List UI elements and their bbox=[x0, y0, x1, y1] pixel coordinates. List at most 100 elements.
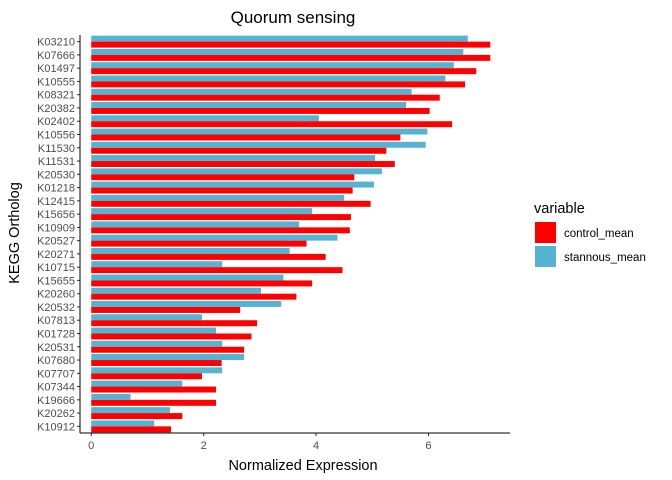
bar-control_mean-K20382 bbox=[91, 107, 430, 114]
bar-control_mean-K08321 bbox=[91, 94, 440, 101]
y-tick-label: K01218 bbox=[37, 183, 75, 195]
bar-stannous_mean-K20530 bbox=[91, 168, 382, 175]
legend-swatch-control_mean bbox=[535, 222, 556, 243]
bar-control_mean-K20527 bbox=[91, 240, 307, 247]
y-tick-label: K07680 bbox=[37, 355, 75, 367]
x-axis-title: Normalized Expression bbox=[228, 458, 377, 474]
y-tick-label: K10912 bbox=[37, 421, 75, 433]
bar-control_mean-K20271 bbox=[91, 253, 326, 260]
bar-control_mean-K03210 bbox=[91, 41, 491, 48]
chart-title: Quorum sensing bbox=[231, 8, 356, 27]
bar-control_mean-K02402 bbox=[91, 121, 453, 128]
bar-control_mean-K07344 bbox=[91, 386, 217, 393]
y-tick-label: K11530 bbox=[38, 143, 75, 155]
bars bbox=[91, 35, 491, 433]
bar-control_mean-K15656 bbox=[91, 214, 351, 221]
y-tick-label: K10555 bbox=[37, 76, 75, 88]
bar-control_mean-K01728 bbox=[91, 333, 252, 340]
bar-stannous_mean-K10715 bbox=[91, 261, 223, 268]
bar-stannous_mean-K10909 bbox=[91, 221, 300, 228]
bar-control_mean-K01218 bbox=[91, 187, 353, 194]
bar-stannous_mean-K20260 bbox=[91, 287, 261, 294]
bar-stannous_mean-K01728 bbox=[91, 327, 217, 334]
bar-stannous_mean-K15656 bbox=[91, 208, 313, 215]
bar-control_mean-K07680 bbox=[91, 360, 222, 367]
y-tick-label: K03210 bbox=[37, 37, 75, 49]
bar-control_mean-K07666 bbox=[91, 54, 491, 61]
bar-stannous_mean-K10555 bbox=[91, 75, 446, 82]
bar-control_mean-K01497 bbox=[91, 68, 477, 75]
bar-stannous_mean-K02402 bbox=[91, 115, 319, 122]
y-tick-label: K20382 bbox=[37, 103, 75, 115]
y-tick-label: K15655 bbox=[37, 275, 75, 287]
bar-control_mean-K15655 bbox=[91, 280, 313, 287]
y-tick-label: K02402 bbox=[37, 116, 75, 128]
bar-control_mean-K20531 bbox=[91, 346, 245, 353]
bar-stannous_mean-K10912 bbox=[91, 420, 155, 427]
bar-stannous_mean-K07680 bbox=[91, 354, 245, 361]
bar-stannous_mean-K12415 bbox=[91, 194, 345, 201]
bar-control_mean-K07707 bbox=[91, 373, 202, 380]
y-tick-label: K20531 bbox=[37, 342, 75, 354]
y-tick-label: K01728 bbox=[37, 329, 75, 341]
bar-stannous_mean-K19666 bbox=[91, 393, 131, 400]
y-tick-label: K11531 bbox=[38, 156, 75, 168]
legend: variable control_mean stannous_mean bbox=[534, 201, 646, 267]
bar-control_mean-K20532 bbox=[91, 306, 241, 313]
bar-control_mean-K12415 bbox=[91, 200, 371, 207]
y-tick-label: K20260 bbox=[37, 289, 75, 301]
y-tick-label: K10556 bbox=[37, 130, 75, 142]
bar-stannous_mean-K07344 bbox=[91, 380, 183, 387]
legend-swatch-stannous_mean bbox=[535, 246, 556, 267]
bar-control_mean-K10909 bbox=[91, 227, 350, 234]
y-tick-label: K19666 bbox=[37, 395, 75, 407]
y-tick-label: K20530 bbox=[37, 169, 75, 181]
bar-control_mean-K10715 bbox=[91, 267, 343, 274]
y-tick-label: K20271 bbox=[37, 249, 75, 261]
x-tick-label: 2 bbox=[201, 440, 207, 452]
bar-control_mean-K20260 bbox=[91, 293, 297, 300]
y-tick-label: K10715 bbox=[37, 262, 75, 274]
y-tick-label: K01497 bbox=[37, 63, 75, 75]
y-tick-label: K12415 bbox=[37, 196, 75, 208]
bar-stannous_mean-K01497 bbox=[91, 62, 454, 69]
bar-stannous_mean-K20262 bbox=[91, 407, 170, 414]
bar-stannous_mean-K08321 bbox=[91, 88, 412, 95]
bar-control_mean-K07813 bbox=[91, 320, 258, 327]
x-tick-label: 6 bbox=[425, 440, 431, 452]
bar-stannous_mean-K20532 bbox=[91, 300, 282, 307]
y-tick-label: K07707 bbox=[37, 368, 75, 380]
bar-stannous_mean-K20382 bbox=[91, 101, 407, 108]
bar-control_mean-K19666 bbox=[91, 399, 217, 406]
y-tick-label: K07813 bbox=[37, 315, 75, 327]
bar-stannous_mean-K20271 bbox=[91, 247, 290, 254]
y-axis-title: KEGG Ortholog bbox=[7, 182, 23, 284]
legend-items: control_mean stannous_mean bbox=[535, 222, 646, 267]
bar-control_mean-K10912 bbox=[91, 426, 172, 433]
legend-title: variable bbox=[534, 201, 585, 217]
y-tick-label: K07666 bbox=[37, 50, 75, 62]
bar-control_mean-K10555 bbox=[91, 81, 466, 88]
bar-control_mean-K11530 bbox=[91, 147, 387, 154]
bar-stannous_mean-K03210 bbox=[91, 35, 468, 42]
bar-stannous_mean-K15655 bbox=[91, 274, 284, 281]
legend-label-stannous_mean: stannous_mean bbox=[564, 252, 646, 264]
bar-control_mean-K10556 bbox=[91, 134, 401, 141]
bar-stannous_mean-K20531 bbox=[91, 340, 223, 347]
legend-label-control_mean: control_mean bbox=[564, 228, 634, 240]
bar-stannous_mean-K07707 bbox=[91, 367, 223, 374]
y-tick-label: K10909 bbox=[37, 222, 75, 234]
bar-stannous_mean-K20527 bbox=[91, 234, 338, 241]
y-tick-label: K20532 bbox=[37, 302, 75, 314]
x-tick-label: 0 bbox=[88, 440, 94, 452]
y-tick-label: K20262 bbox=[37, 408, 75, 420]
bar-control_mean-K20262 bbox=[91, 413, 183, 420]
bar-stannous_mean-K01218 bbox=[91, 181, 374, 188]
x-axis-ticks: 0 2 4 6 bbox=[88, 433, 432, 452]
bar-stannous_mean-K07813 bbox=[91, 314, 202, 321]
y-tick-label: K15656 bbox=[37, 209, 75, 221]
bar-stannous_mean-K11531 bbox=[91, 155, 376, 162]
